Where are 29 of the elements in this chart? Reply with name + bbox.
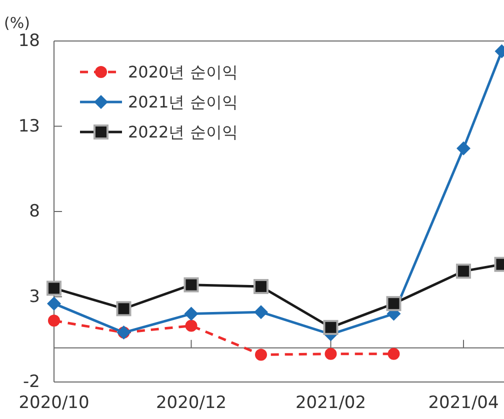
point — [46, 280, 62, 296]
point — [184, 277, 199, 292]
point — [388, 348, 400, 360]
point — [48, 314, 60, 327]
y-tick-label: 13 — [18, 116, 40, 136]
y-axis-title: (%) — [4, 14, 30, 32]
x-tick-label: 2021/02 — [295, 393, 366, 413]
x-tick-label: 2020/12 — [156, 393, 227, 413]
point — [254, 279, 268, 294]
point — [324, 348, 337, 360]
legend-label: 2021년 순이익 — [128, 92, 238, 112]
point — [254, 305, 268, 320]
y-tick-label: 18 — [18, 31, 40, 51]
legend-label: 2020년 순이익 — [128, 62, 238, 82]
legend-label: 2022년 순이익 — [128, 122, 238, 142]
y-tick-label: 8 — [29, 202, 40, 222]
point — [456, 141, 470, 156]
point — [456, 264, 471, 279]
point — [323, 320, 338, 335]
point — [184, 306, 198, 321]
x-tick-label: 2021/04 — [428, 393, 499, 413]
point — [386, 296, 402, 312]
point — [255, 348, 267, 361]
point — [185, 320, 198, 332]
x-tick-label: 2020/10 — [18, 393, 90, 413]
y-tick-label: -2 — [23, 372, 40, 392]
point — [116, 301, 132, 316]
point — [47, 296, 61, 311]
y-tick-label: 3 — [29, 286, 40, 307]
